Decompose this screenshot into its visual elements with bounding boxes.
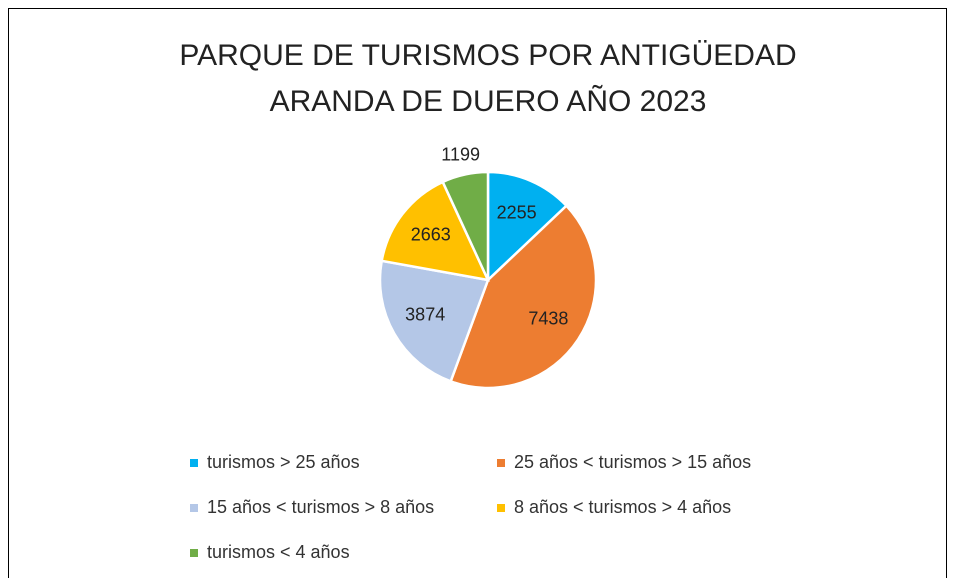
legend-label: 15 años < turismos > 8 años: [207, 497, 434, 517]
pie-slice: [441, 170, 490, 281]
legend-swatch: [497, 504, 505, 512]
data-label: 1199: [441, 144, 480, 164]
pie-slice: [486, 170, 569, 283]
data-label: 7438: [528, 309, 568, 329]
legend-label: 8 años < turismos > 4 años: [514, 497, 731, 517]
data-label: 2663: [411, 224, 451, 244]
legend-swatch: [190, 459, 198, 467]
chart-border: [8, 8, 947, 578]
pie-slice: [449, 203, 598, 390]
legend-swatch: [190, 549, 198, 557]
legend-label: turismos > 25 años: [207, 452, 360, 472]
legend-swatch: [190, 504, 198, 512]
legend-swatch: [497, 459, 505, 467]
pie-slice: [380, 180, 491, 282]
data-label: 3874: [405, 305, 445, 325]
legend-label: turismos < 4 años: [207, 542, 350, 562]
legend-label: 25 años < turismos > 15 años: [514, 452, 751, 472]
pie-slice: [378, 259, 490, 383]
data-label: 2255: [497, 202, 537, 222]
chart-title: PARQUE DE TURISMOS POR ANTIGÜEDAD: [179, 39, 796, 72]
chart-title: ARANDA DE DUERO AÑO 2023: [270, 84, 707, 118]
